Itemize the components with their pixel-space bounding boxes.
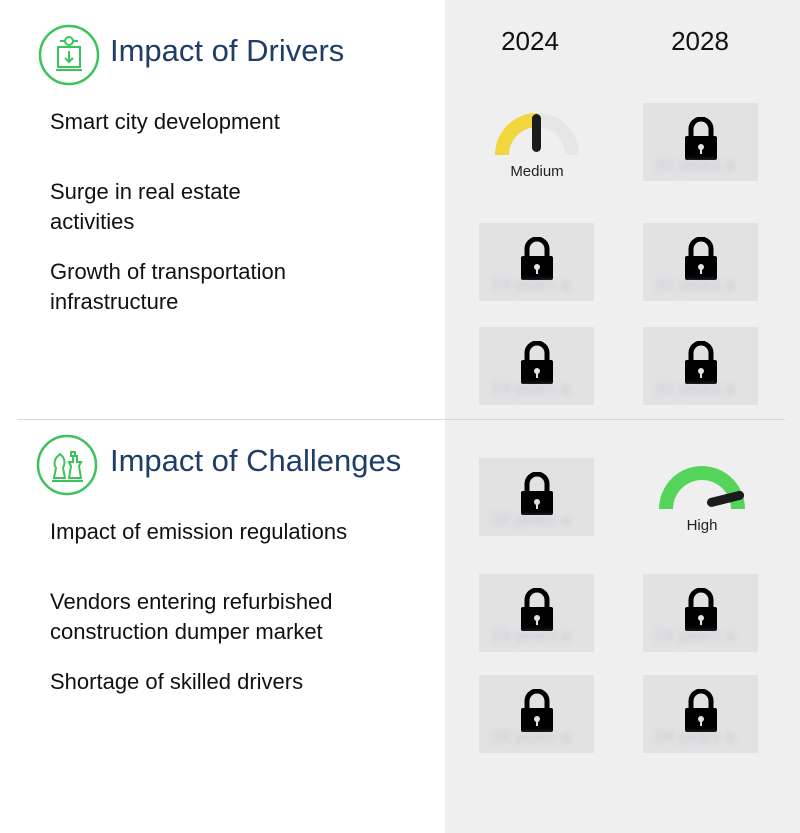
lock-icon bbox=[685, 588, 717, 631]
lock-icon bbox=[521, 689, 553, 732]
locked-cell[interactable]: 24 years a bbox=[643, 574, 758, 652]
locked-cell[interactable]: 24 years a bbox=[479, 458, 594, 536]
gauge-label: Medium bbox=[510, 163, 564, 180]
year-header-2028: 2028 bbox=[671, 26, 729, 56]
chess-pieces-icon bbox=[36, 434, 98, 496]
lock-icon bbox=[685, 237, 717, 280]
lock-icon bbox=[685, 117, 717, 160]
challenge-item-skilled-drivers: Shortage of skilled drivers bbox=[50, 669, 304, 694]
driver-item-transportation: Growth of transportation infrastructure bbox=[50, 259, 287, 314]
challenges-title: Impact of Challenges bbox=[110, 443, 402, 478]
locked-cell[interactable]: 24 years a bbox=[479, 223, 594, 301]
challenge-item-vendors: Vendors entering refurbished constructio… bbox=[50, 589, 333, 644]
locked-cell[interactable]: 24 years a bbox=[643, 223, 758, 301]
locked-cell[interactable]: 24 years a bbox=[643, 675, 758, 753]
driver-item-smart-city: Smart city development bbox=[50, 109, 280, 134]
locked-cell[interactable]: 24 years a bbox=[479, 327, 594, 405]
lock-icon bbox=[685, 341, 717, 384]
driver-item-real-estate: Surge in real estate activities bbox=[50, 179, 241, 234]
gauge-medium: Medium bbox=[482, 108, 592, 198]
locked-cell[interactable]: 24 years a bbox=[479, 675, 594, 753]
challenge-item-emission: Impact of emission regulations bbox=[50, 519, 348, 544]
gauge-label: High bbox=[686, 517, 718, 534]
section-divider bbox=[17, 419, 785, 420]
lock-icon bbox=[521, 237, 553, 280]
year-header-2024: 2024 bbox=[501, 26, 559, 56]
locked-cell[interactable]: 24 years a bbox=[643, 103, 758, 181]
locked-cell[interactable]: 24 years a bbox=[643, 327, 758, 405]
drivers-title: Impact of Drivers bbox=[110, 33, 345, 68]
lock-icon bbox=[521, 472, 553, 515]
gear-box-icon bbox=[38, 24, 100, 86]
lock-icon bbox=[521, 588, 553, 631]
gauge-high: High bbox=[647, 462, 757, 552]
lock-icon bbox=[521, 341, 553, 384]
lock-icon bbox=[685, 689, 717, 732]
locked-cell[interactable]: 24 years a bbox=[479, 574, 594, 652]
